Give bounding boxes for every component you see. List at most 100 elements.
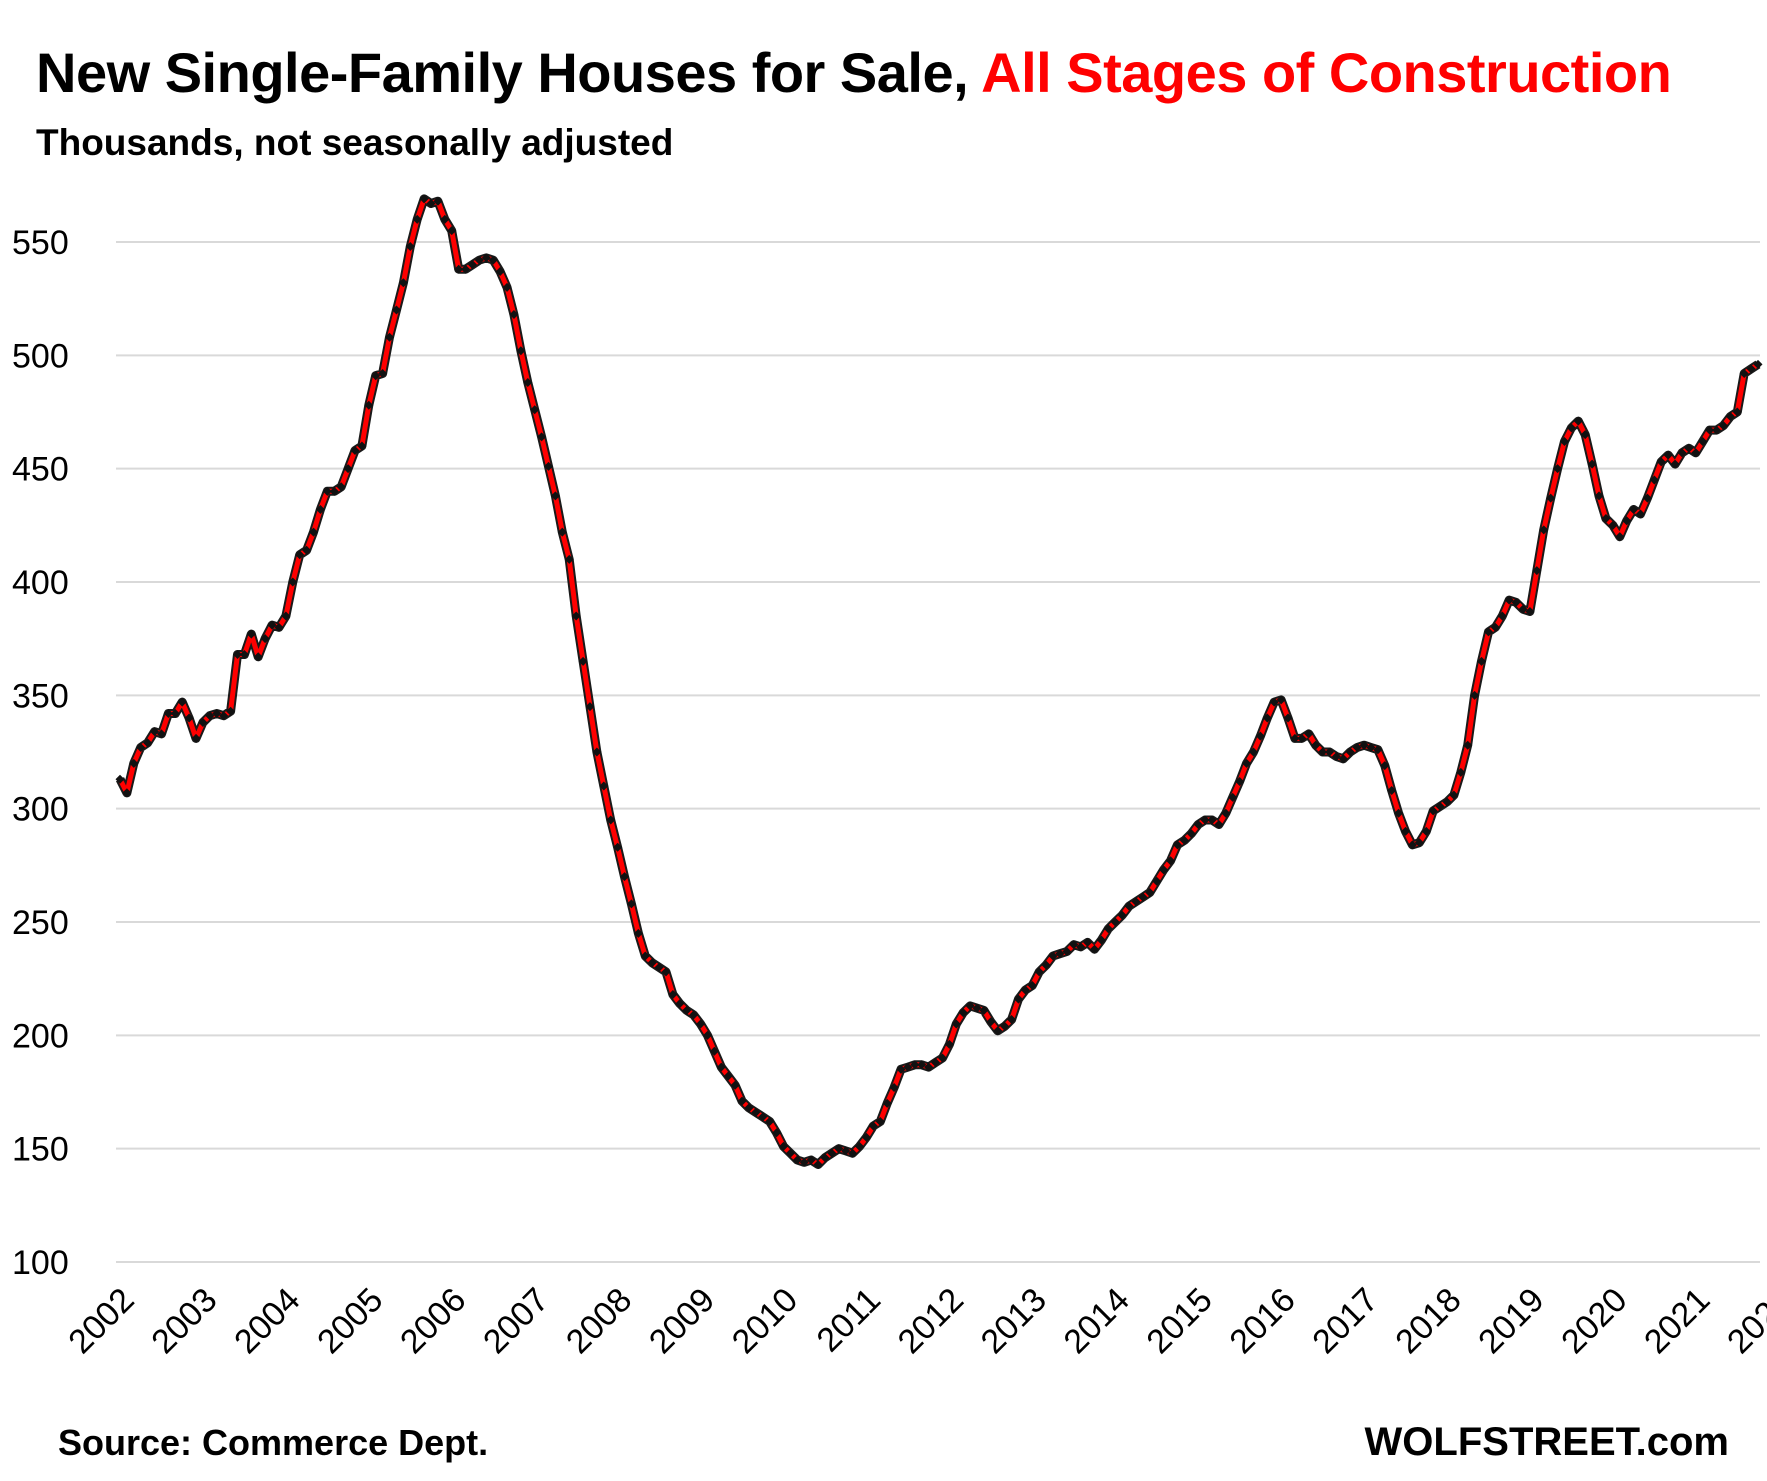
brand-watermark: WOLFSTREET.com bbox=[1364, 1420, 1729, 1464]
x-tick-label: 2003 bbox=[144, 1281, 224, 1361]
data-point bbox=[1248, 747, 1258, 757]
x-tick-label: 2002 bbox=[61, 1281, 141, 1361]
data-point bbox=[1394, 808, 1404, 818]
data-point bbox=[1594, 491, 1604, 501]
data-point bbox=[1435, 801, 1445, 811]
gridlines bbox=[116, 241, 1760, 1263]
data-point bbox=[730, 1080, 740, 1090]
data-point bbox=[848, 1148, 858, 1158]
data-point bbox=[868, 1121, 878, 1131]
data-point bbox=[281, 611, 291, 621]
data-point bbox=[1518, 604, 1528, 614]
data-point bbox=[1642, 493, 1652, 503]
data-point bbox=[1608, 520, 1618, 530]
data-point bbox=[702, 1030, 712, 1040]
data-point bbox=[841, 1146, 851, 1156]
data-point bbox=[1553, 464, 1563, 474]
data-point bbox=[530, 405, 540, 415]
data-point bbox=[827, 1148, 837, 1158]
data-point bbox=[571, 611, 581, 621]
data-point bbox=[1131, 897, 1141, 907]
x-tick-label: 2004 bbox=[227, 1281, 307, 1361]
data-point bbox=[253, 652, 263, 662]
y-tick-label: 500 bbox=[12, 337, 69, 375]
data-point bbox=[136, 742, 146, 752]
data-point bbox=[219, 711, 229, 721]
data-point bbox=[910, 1060, 920, 1070]
data-point bbox=[1000, 1021, 1010, 1031]
data-point bbox=[640, 951, 650, 961]
data-point bbox=[1013, 994, 1023, 1004]
data-point bbox=[1221, 808, 1231, 818]
data-point bbox=[184, 713, 194, 723]
data-point bbox=[1352, 742, 1362, 752]
data-point bbox=[972, 1003, 982, 1013]
x-tick-label: 2008 bbox=[559, 1281, 639, 1361]
data-point bbox=[1712, 425, 1722, 435]
data-point bbox=[1380, 761, 1390, 771]
series-group bbox=[115, 194, 1763, 1170]
x-tick-label: 2022 bbox=[1720, 1281, 1767, 1361]
data-point bbox=[737, 1096, 747, 1106]
data-point bbox=[1297, 733, 1307, 743]
data-point bbox=[1373, 745, 1383, 755]
data-point bbox=[495, 266, 505, 276]
data-point bbox=[1525, 606, 1535, 616]
data-point bbox=[295, 550, 305, 560]
x-tick-label: 2005 bbox=[310, 1281, 390, 1361]
data-point bbox=[944, 1039, 954, 1049]
data-point bbox=[682, 1005, 692, 1015]
data-point bbox=[606, 815, 616, 825]
data-point bbox=[1283, 713, 1293, 723]
data-point bbox=[1732, 407, 1742, 417]
data-point bbox=[1331, 752, 1341, 762]
data-point bbox=[723, 1071, 733, 1081]
data-point bbox=[765, 1116, 775, 1126]
data-point bbox=[896, 1064, 906, 1074]
data-point bbox=[1407, 840, 1417, 850]
data-point bbox=[502, 282, 512, 292]
data-point bbox=[675, 999, 685, 1009]
data-point bbox=[1573, 416, 1583, 426]
data-point bbox=[1449, 790, 1459, 800]
data-point bbox=[1207, 815, 1217, 825]
data-point bbox=[1580, 430, 1590, 440]
data-point bbox=[1511, 597, 1521, 607]
data-point bbox=[550, 491, 560, 501]
y-tick-label: 450 bbox=[12, 451, 69, 489]
data-point bbox=[1318, 747, 1328, 757]
data-point bbox=[1159, 865, 1169, 875]
data-point bbox=[1629, 504, 1639, 514]
data-point bbox=[246, 629, 256, 639]
data-point bbox=[1138, 892, 1148, 902]
data-point bbox=[855, 1141, 865, 1151]
data-point bbox=[1739, 368, 1749, 378]
data-point bbox=[1559, 436, 1569, 446]
data-point bbox=[1490, 622, 1500, 632]
data-point bbox=[626, 899, 636, 909]
data-point bbox=[958, 1008, 968, 1018]
data-point bbox=[834, 1144, 844, 1154]
data-point bbox=[509, 310, 519, 320]
data-point bbox=[260, 634, 270, 644]
data-point bbox=[599, 781, 609, 791]
data-point bbox=[309, 527, 319, 537]
data-point bbox=[903, 1062, 913, 1072]
data-point bbox=[654, 962, 664, 972]
data-point bbox=[986, 1017, 996, 1027]
data-point bbox=[315, 504, 325, 514]
x-tick-label: 2011 bbox=[810, 1281, 889, 1360]
data-point bbox=[474, 255, 484, 265]
data-point bbox=[1103, 924, 1113, 934]
data-point bbox=[302, 545, 312, 555]
data-point bbox=[343, 464, 353, 474]
data-point bbox=[523, 378, 533, 388]
data-point bbox=[1235, 776, 1245, 786]
x-tick-label: 2017 bbox=[1305, 1281, 1385, 1361]
data-point bbox=[481, 253, 491, 263]
data-point bbox=[716, 1062, 726, 1072]
data-point bbox=[1753, 359, 1763, 369]
data-point bbox=[1090, 944, 1100, 954]
x-tick-label: 2021 bbox=[1637, 1281, 1717, 1361]
data-point bbox=[1746, 364, 1756, 374]
